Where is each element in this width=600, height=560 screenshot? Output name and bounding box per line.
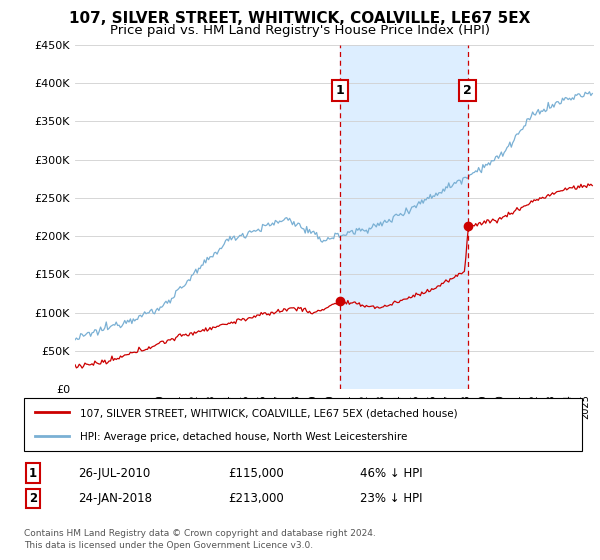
Text: 2: 2 (463, 84, 472, 97)
Text: 23% ↓ HPI: 23% ↓ HPI (360, 492, 422, 505)
FancyBboxPatch shape (24, 398, 582, 451)
Text: Contains HM Land Registry data © Crown copyright and database right 2024.
This d: Contains HM Land Registry data © Crown c… (24, 529, 376, 550)
Text: 107, SILVER STREET, WHITWICK, COALVILLE, LE67 5EX: 107, SILVER STREET, WHITWICK, COALVILLE,… (70, 11, 530, 26)
Text: 24-JAN-2018: 24-JAN-2018 (78, 492, 152, 505)
Text: 107, SILVER STREET, WHITWICK, COALVILLE, LE67 5EX (detached house): 107, SILVER STREET, WHITWICK, COALVILLE,… (80, 409, 457, 418)
Text: 26-JUL-2010: 26-JUL-2010 (78, 466, 150, 480)
Text: 1: 1 (335, 84, 344, 97)
Text: 46% ↓ HPI: 46% ↓ HPI (360, 466, 422, 480)
Text: £213,000: £213,000 (228, 492, 284, 505)
Bar (340, 45, 467, 389)
Text: Price paid vs. HM Land Registry's House Price Index (HPI): Price paid vs. HM Land Registry's House … (110, 24, 490, 36)
Text: 2: 2 (29, 492, 37, 505)
Text: 1: 1 (29, 466, 37, 480)
Text: HPI: Average price, detached house, North West Leicestershire: HPI: Average price, detached house, Nort… (80, 432, 407, 442)
Text: £115,000: £115,000 (228, 466, 284, 480)
